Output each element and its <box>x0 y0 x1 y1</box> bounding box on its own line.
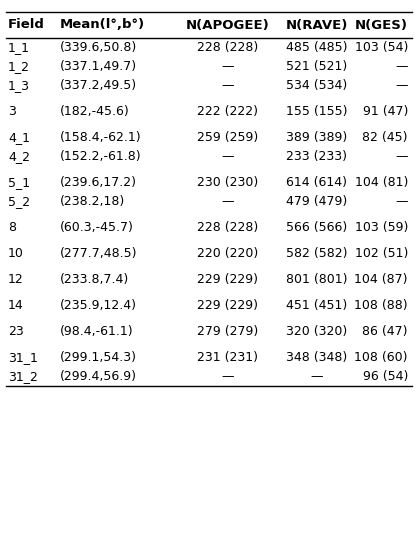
Text: 485 (485): 485 (485) <box>286 41 347 54</box>
Text: —: — <box>395 150 408 163</box>
Text: 1_2: 1_2 <box>8 60 30 73</box>
Text: —: — <box>221 370 234 383</box>
Text: 1_1: 1_1 <box>8 41 30 54</box>
Text: (152.2,-61.8): (152.2,-61.8) <box>60 150 142 163</box>
Text: 31_1: 31_1 <box>8 351 38 364</box>
Text: (339.6,50.8): (339.6,50.8) <box>60 41 137 54</box>
Text: 14: 14 <box>8 299 24 312</box>
Text: 521 (521): 521 (521) <box>286 60 347 73</box>
Text: 104 (81): 104 (81) <box>354 176 408 189</box>
Text: 222 (222): 222 (222) <box>197 105 258 118</box>
Text: 279 (279): 279 (279) <box>197 325 258 338</box>
Text: Mean(l°,b°): Mean(l°,b°) <box>60 18 145 31</box>
Text: Field: Field <box>8 18 45 31</box>
Text: 451 (451): 451 (451) <box>286 299 347 312</box>
Text: 534 (534): 534 (534) <box>286 79 347 92</box>
Text: 259 (259): 259 (259) <box>197 131 258 144</box>
Text: (98.4,-61.1): (98.4,-61.1) <box>60 325 134 338</box>
Text: 233 (233): 233 (233) <box>286 150 347 163</box>
Text: 220 (220): 220 (220) <box>197 247 258 260</box>
Text: (158.4,-62.1): (158.4,-62.1) <box>60 131 142 144</box>
Text: —: — <box>395 79 408 92</box>
Text: (238.2,18): (238.2,18) <box>60 195 125 208</box>
Text: 82 (45): 82 (45) <box>362 131 408 144</box>
Text: 10: 10 <box>8 247 24 260</box>
Text: (182,-45.6): (182,-45.6) <box>60 105 130 118</box>
Text: 228 (228): 228 (228) <box>197 221 258 234</box>
Text: N(APOGEE): N(APOGEE) <box>186 18 269 31</box>
Text: 348 (348): 348 (348) <box>286 351 347 364</box>
Text: 320 (320): 320 (320) <box>286 325 347 338</box>
Text: 155 (155): 155 (155) <box>286 105 347 118</box>
Text: 102 (51): 102 (51) <box>354 247 408 260</box>
Text: 230 (230): 230 (230) <box>197 176 258 189</box>
Text: 103 (59): 103 (59) <box>354 221 408 234</box>
Text: 86 (47): 86 (47) <box>362 325 408 338</box>
Text: —: — <box>395 60 408 73</box>
Text: 229 (229): 229 (229) <box>197 273 258 286</box>
Text: (277.7,48.5): (277.7,48.5) <box>60 247 138 260</box>
Text: —: — <box>221 150 234 163</box>
Text: (239.6,17.2): (239.6,17.2) <box>60 176 137 189</box>
Text: 5_2: 5_2 <box>8 195 30 208</box>
Text: 3: 3 <box>8 105 16 118</box>
Text: —: — <box>221 195 234 208</box>
Text: 8: 8 <box>8 221 16 234</box>
Text: 228 (228): 228 (228) <box>197 41 258 54</box>
Text: 108 (88): 108 (88) <box>354 299 408 312</box>
Text: (337.2,49.5): (337.2,49.5) <box>60 79 137 92</box>
Text: 23: 23 <box>8 325 24 338</box>
Text: 96 (54): 96 (54) <box>363 370 408 383</box>
Text: 566 (566): 566 (566) <box>286 221 347 234</box>
Text: 1_3: 1_3 <box>8 79 30 92</box>
Text: 104 (87): 104 (87) <box>354 273 408 286</box>
Text: (235.9,12.4): (235.9,12.4) <box>60 299 137 312</box>
Text: 801 (801): 801 (801) <box>286 273 347 286</box>
Text: (233.8,7.4): (233.8,7.4) <box>60 273 129 286</box>
Text: (337.1,49.7): (337.1,49.7) <box>60 60 137 73</box>
Text: (299.4,56.9): (299.4,56.9) <box>60 370 137 383</box>
Text: 229 (229): 229 (229) <box>197 299 258 312</box>
Text: (299.1,54.3): (299.1,54.3) <box>60 351 137 364</box>
Text: 91 (47): 91 (47) <box>363 105 408 118</box>
Text: —: — <box>221 60 234 73</box>
Text: 103 (54): 103 (54) <box>354 41 408 54</box>
Text: 4_1: 4_1 <box>8 131 30 144</box>
Text: 4_2: 4_2 <box>8 150 30 163</box>
Text: —: — <box>395 195 408 208</box>
Text: N(RAVE): N(RAVE) <box>285 18 348 31</box>
Text: 108 (60): 108 (60) <box>354 351 408 364</box>
Text: —: — <box>310 370 323 383</box>
Text: 31_2: 31_2 <box>8 370 38 383</box>
Text: 5_1: 5_1 <box>8 176 30 189</box>
Text: —: — <box>221 79 234 92</box>
Text: 231 (231): 231 (231) <box>197 351 258 364</box>
Text: (60.3,-45.7): (60.3,-45.7) <box>60 221 134 234</box>
Text: N(GES): N(GES) <box>355 18 408 31</box>
Text: 614 (614): 614 (614) <box>286 176 347 189</box>
Text: 389 (389): 389 (389) <box>286 131 347 144</box>
Text: 582 (582): 582 (582) <box>286 247 347 260</box>
Text: 12: 12 <box>8 273 24 286</box>
Text: 479 (479): 479 (479) <box>286 195 347 208</box>
